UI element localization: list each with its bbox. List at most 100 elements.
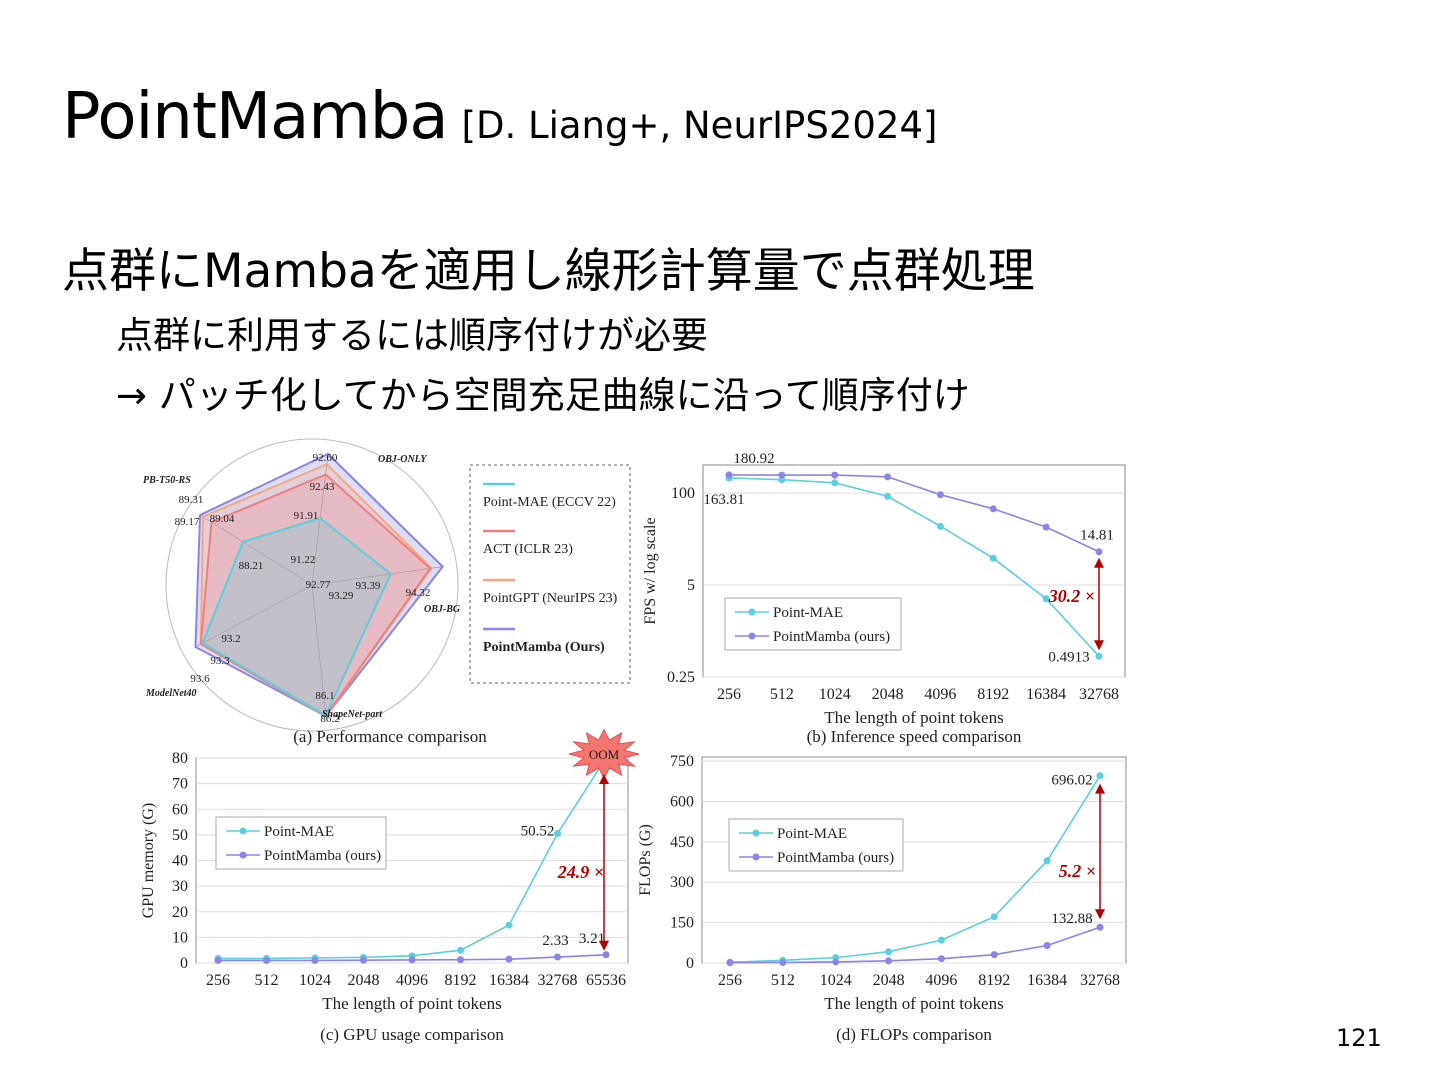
radar-value-label: 89.31 [179, 494, 204, 506]
gpu-y-tick: 20 [172, 904, 188, 921]
gpu-x-tick: 512 [255, 972, 279, 989]
gpu-x-tick: 8192 [445, 972, 477, 989]
flops-series-point [1043, 857, 1051, 865]
speed-series-point [725, 471, 733, 479]
gpu-series-point [457, 956, 464, 964]
gpu-x-tick: 65536 [586, 972, 626, 989]
speed-y-label: FPS w/ log scale [642, 517, 659, 624]
bullet-sub-1: 点群に利用するには順序付けが必要 [116, 314, 708, 357]
gpu-legend-label: PointMamba (ours) [264, 848, 381, 864]
gpu-series-point [263, 956, 270, 964]
radar-value-label: 92.43 [310, 481, 335, 493]
speed-legend-label: PointMamba (ours) [773, 629, 890, 645]
radar-value-label: 91.91 [294, 510, 319, 522]
speed-legend [724, 597, 902, 651]
radar-legend-label: PointGPT (NeurIPS 23) [483, 591, 618, 606]
gpu-x-tick: 4096 [396, 972, 428, 989]
radar-axis-line [311, 566, 443, 586]
flops-x-tick: 32768 [1080, 972, 1120, 989]
radar-axis-label: OBJ-ONLY [378, 454, 427, 465]
flops-legend-marker [752, 853, 760, 861]
radar-legend-label: PointMamba (Ours) [483, 640, 605, 655]
speed-y-tick: 0.25 [667, 669, 695, 686]
speed-ratio-arrowhead [1094, 557, 1104, 568]
radar-value-label: 93.6 [190, 673, 210, 685]
speed-series-line-0 [728, 477, 1100, 657]
radar-value-label: 86.1 [315, 690, 334, 702]
radar-caption: (a) Performance comparison [293, 727, 487, 746]
citation: [D. Liang+, NeurIPS2024] [461, 104, 938, 147]
radar-value-label: 89.04 [210, 513, 235, 525]
radar-value-label: 91.22 [291, 554, 316, 566]
radar-value-label: 86.2 [320, 713, 339, 725]
flops-x-tick: 512 [771, 972, 795, 989]
flops-series-point [937, 936, 945, 944]
speed-series-point [831, 479, 839, 487]
page-number: 121 [1336, 1024, 1382, 1052]
gpu-series-point [505, 921, 513, 929]
speed-series-line-1 [728, 474, 1100, 553]
radar-axis-label: OBJ-BG [424, 604, 461, 615]
speed-x-tick: 4096 [924, 686, 956, 703]
speed-x-tick: 2048 [872, 686, 904, 703]
flops-legend [728, 818, 904, 872]
radar-legend-box [469, 464, 631, 684]
flops-series-point [832, 958, 840, 966]
flops-ratio-arrowhead [1095, 909, 1105, 920]
gpu-y-tick: 10 [172, 929, 188, 946]
speed-x-tick: 512 [770, 686, 794, 703]
speed-series-point [1042, 595, 1050, 603]
speed-x-tick: 256 [717, 686, 741, 703]
speed-x-tick: 8192 [977, 686, 1009, 703]
speed-x-label: The length of point tokens [824, 708, 1003, 727]
flops-series-point [990, 951, 998, 959]
gpu-y-tick: 0 [180, 955, 188, 972]
flops-y-tick: 450 [670, 834, 694, 851]
radar-value-label: 94.32 [406, 587, 431, 599]
radar-axis-line [311, 453, 329, 586]
flops-legend-marker [752, 829, 760, 837]
radar-series-3 [194, 452, 445, 718]
radar-value-label: 92.77 [306, 579, 331, 591]
gpu-mae-label: 50.52 [521, 824, 555, 840]
gpu-y-tick: 60 [172, 801, 188, 818]
gpu-x-label: The length of point tokens [322, 994, 501, 1013]
bullet-sub-2: → パッチ化してから空間充足曲線に沿って順序付け [116, 374, 970, 417]
gpu-y-tick: 70 [172, 776, 188, 793]
gpu-x-tick: 256 [206, 972, 230, 989]
gpu-y-tick: 80 [172, 750, 188, 767]
radar-axis-label: ModelNet40 [145, 688, 197, 699]
flops-y-tick: 750 [670, 753, 694, 770]
flops-y-tick: 0 [686, 955, 694, 972]
gpu-series-point [457, 946, 464, 954]
gpu-series-point [554, 953, 561, 961]
flops-mae-label: 696.02 [1051, 773, 1092, 789]
gpu-oom-label: OOM [589, 747, 620, 762]
gpu-oom-burst [568, 728, 640, 780]
radar-axis-label: ShapeNet-part [322, 709, 383, 720]
gpu-caption: (c) GPU usage comparison [320, 1025, 504, 1044]
flops-series-point [726, 959, 734, 967]
flops-x-tick: 2048 [873, 972, 905, 989]
speed-x-tick: 32768 [1079, 686, 1119, 703]
flops-x-label: The length of point tokens [824, 994, 1003, 1013]
gpu-series-point [554, 830, 561, 838]
title-text: PointMamba [62, 80, 449, 154]
flops-series-point [1096, 923, 1104, 931]
flops-x-tick: 8192 [978, 972, 1010, 989]
gpu-series-point [311, 956, 319, 964]
flops-caption: (d) FLOPs comparison [836, 1025, 992, 1044]
gpu-legend-label: Point-MAE [264, 824, 334, 840]
flops-y-tick: 150 [670, 915, 694, 932]
speed-mamba-first-label: 180.92 [733, 451, 774, 467]
radar-series-0 [201, 517, 392, 718]
flops-series-point [885, 948, 893, 956]
radar-value-label: 93.39 [356, 580, 381, 592]
gpu-x-tick: 32768 [538, 972, 578, 989]
gpu-mamba-label-1: 2.33 [542, 933, 568, 949]
radar-value-label: 92.60 [313, 452, 338, 464]
gpu-legend-marker [239, 851, 247, 859]
speed-series-point [936, 491, 944, 499]
speed-legend-label: Point-MAE [773, 605, 843, 621]
